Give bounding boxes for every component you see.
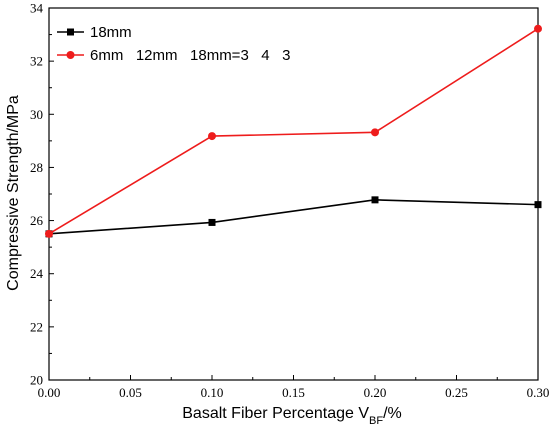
x-axis-label-main: Basalt Fiber Percentage V: [182, 405, 369, 422]
y-tick-label: 30: [30, 107, 43, 122]
x-tick-label: 0.20: [364, 385, 387, 400]
legend-label: 18mm: [90, 24, 132, 41]
y-tick-label: 26: [30, 213, 44, 228]
x-tick-label: 0.25: [445, 385, 468, 400]
legend-marker: [66, 51, 75, 59]
x-axis-label-tail: /%: [383, 405, 402, 422]
legend-item-2: 6mm 12mm 18mm=3 4 3: [57, 47, 290, 64]
x-axis-label-subscript: BF: [369, 415, 383, 427]
axis-labels: Basalt Fiber Percentage VBF/% Compressiv…: [5, 95, 402, 427]
x-tick-label: 0.10: [201, 385, 224, 400]
x-axis-label: Basalt Fiber Percentage VBF/%: [182, 405, 402, 427]
series-line: [48, 199, 539, 235]
data-point: [534, 201, 542, 209]
y-tick-label: 28: [30, 160, 43, 175]
legend-marker: [67, 28, 74, 36]
y-axis-label: Compressive Strength/MPa: [5, 95, 22, 291]
series-line: [48, 28, 539, 235]
y-tick-label: 24: [30, 266, 44, 281]
series-2: [45, 24, 542, 238]
series-layer: [45, 24, 542, 238]
x-tick-label: 0.15: [282, 385, 305, 400]
axes-layer: 0.00 0.05 0.10 0.15 0.20 0.25 0.30 20 22 24 26 28 30…: [30, 1, 549, 401]
legend-item-1: 18mm: [57, 24, 132, 41]
data-point: [371, 196, 379, 204]
y-tick-label: 20: [30, 373, 43, 388]
x-tick-label: 0.30: [527, 385, 550, 400]
data-point: [208, 218, 216, 226]
x-tick-label: 0.05: [119, 385, 142, 400]
data-point: [208, 132, 216, 141]
data-point: [45, 229, 53, 238]
x-tick-label: 0.00: [38, 385, 61, 400]
legend: 18mm 6mm 12mm 18mm=3 4 3: [57, 24, 290, 64]
y-tick-label: 34: [30, 1, 44, 16]
series-1: [45, 196, 542, 238]
legend-label: 6mm 12mm 18mm=3 4 3: [90, 47, 290, 64]
y-tick-label: 32: [30, 54, 43, 69]
data-point: [534, 24, 542, 33]
data-point: [371, 128, 379, 137]
y-tick-label: 22: [30, 319, 43, 334]
